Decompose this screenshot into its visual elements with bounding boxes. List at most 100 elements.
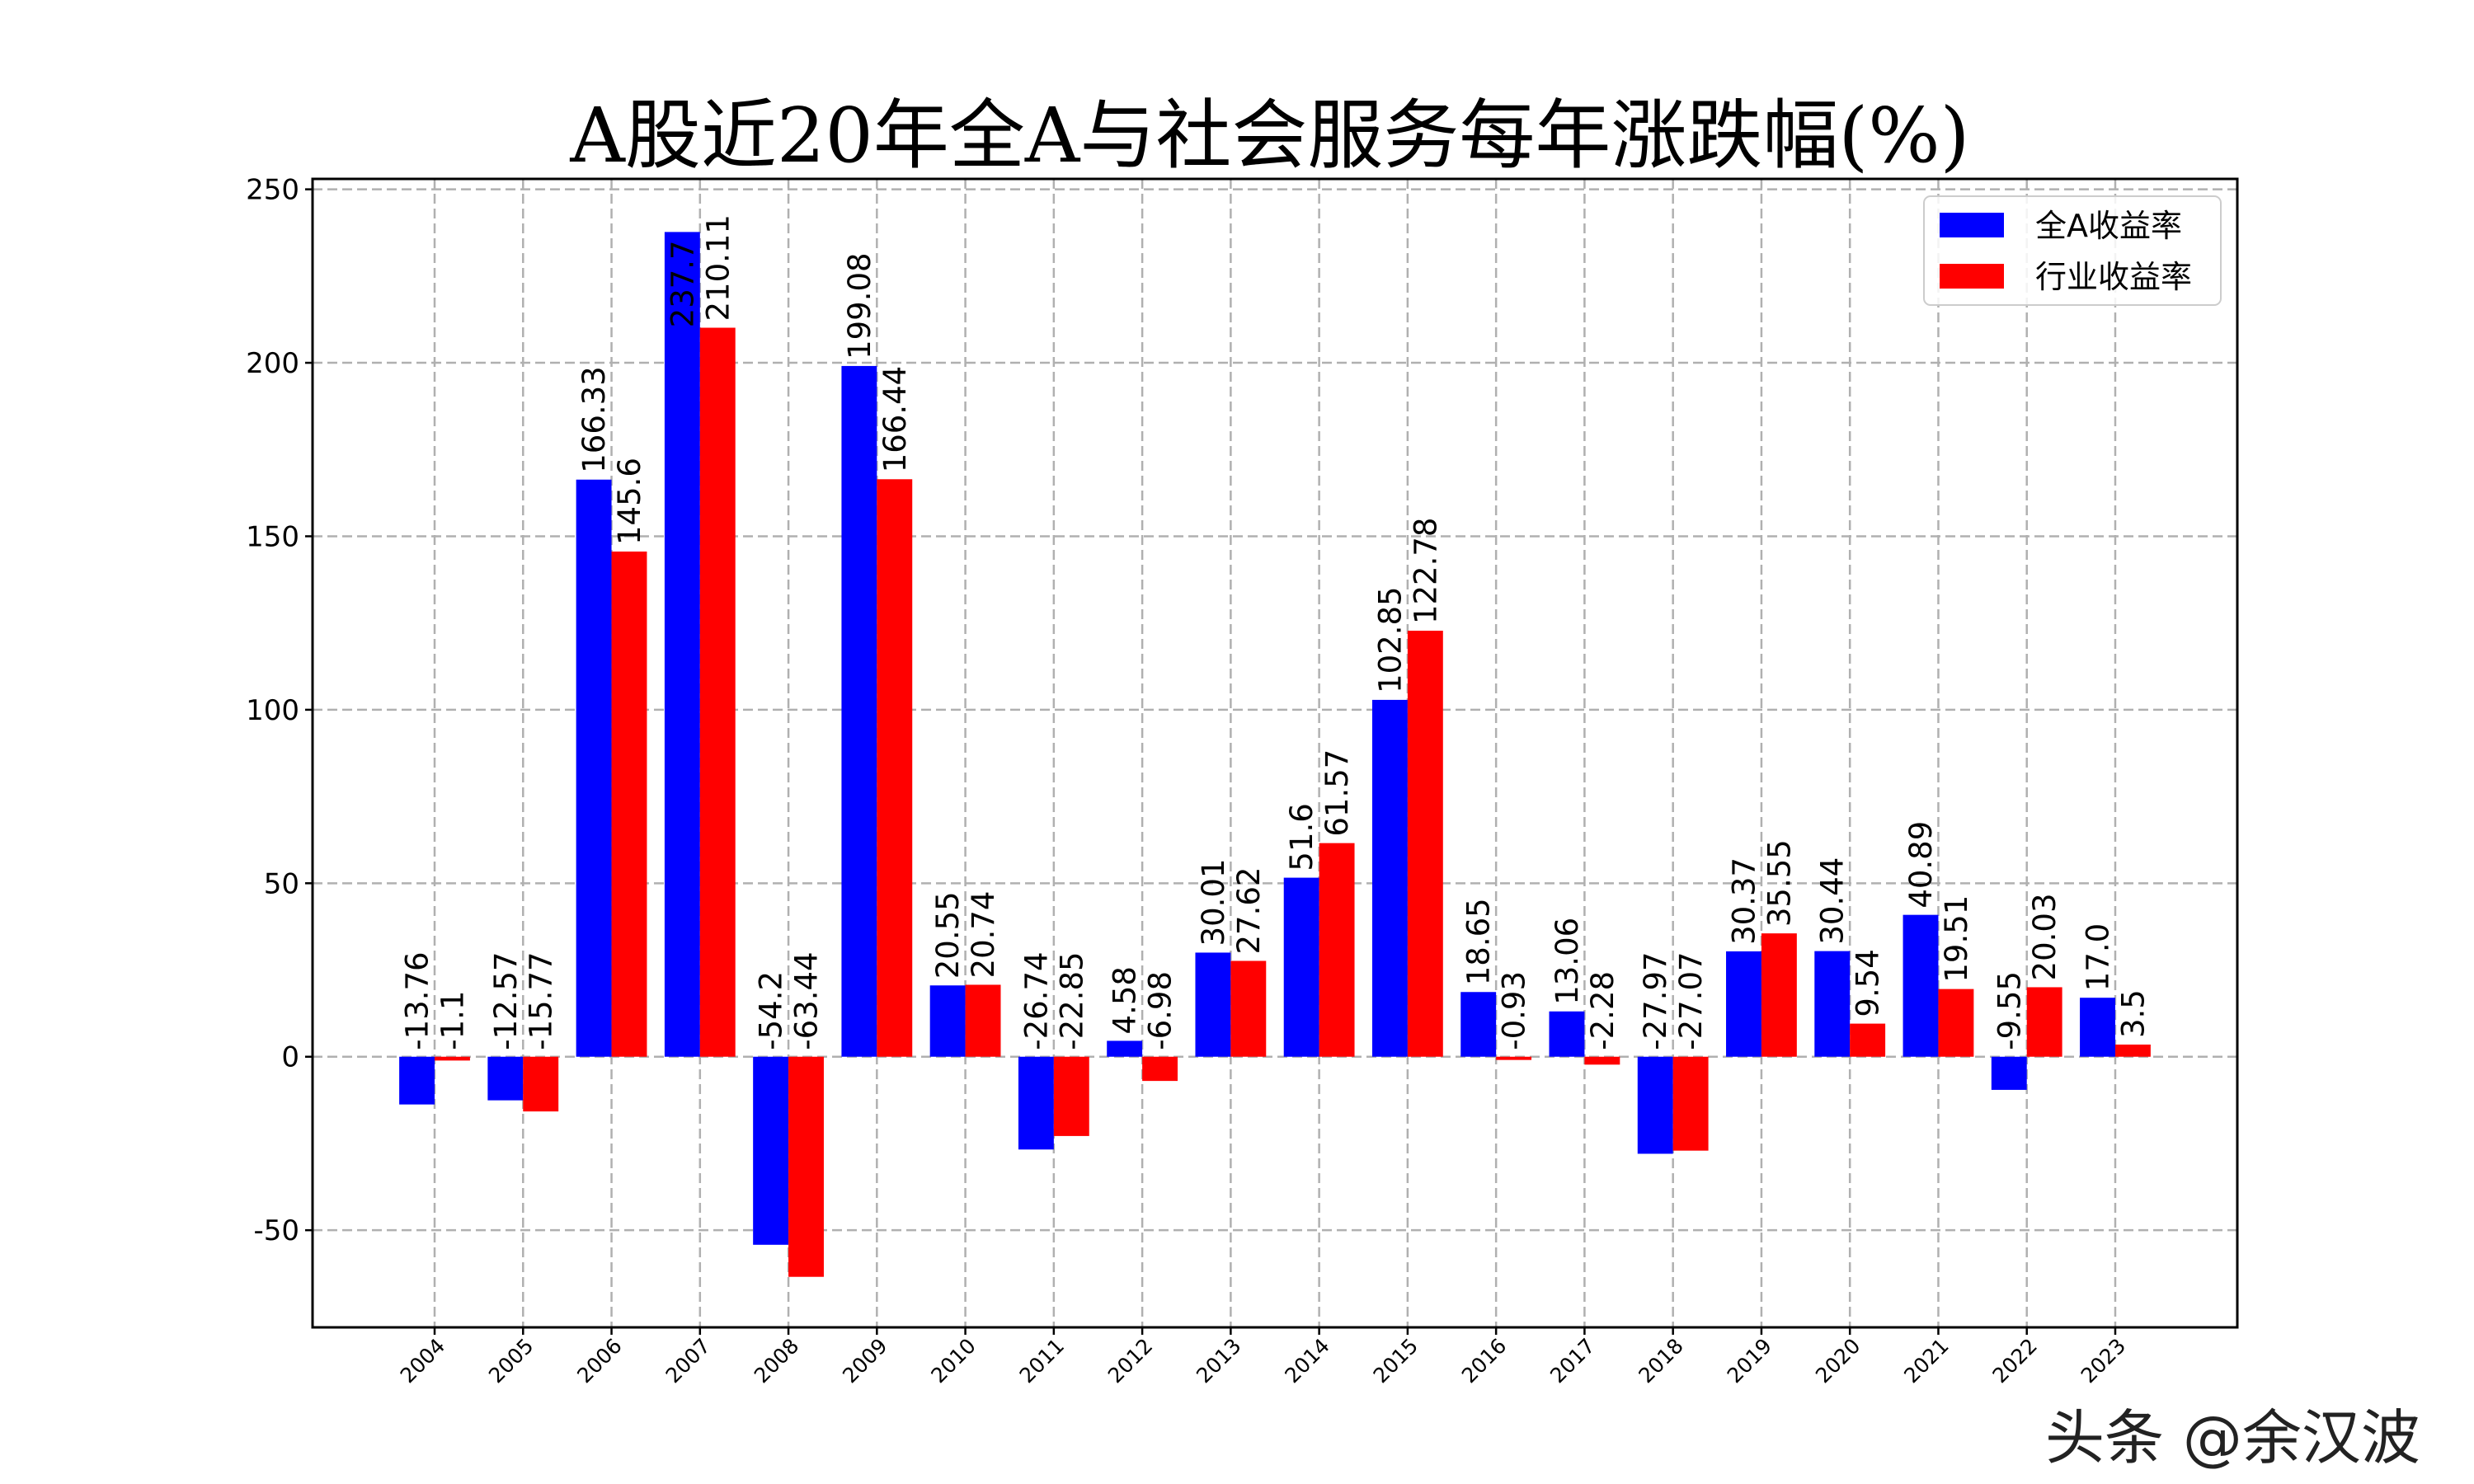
legend: 全A收益率 行业收益率	[1923, 195, 2222, 306]
data-label: 27.62	[1231, 867, 1267, 955]
y-tick-label: 0	[281, 1041, 299, 1074]
bar-industry	[1230, 960, 1267, 1057]
data-label: 61.57	[1319, 749, 1355, 837]
data-label: -63.44	[789, 951, 825, 1050]
bar-all-a	[1107, 1040, 1143, 1057]
data-label: -54.2	[754, 971, 789, 1050]
legend-label-industry: 行业收益率	[2035, 259, 2192, 295]
data-label: -15.77	[524, 951, 559, 1050]
x-tick-label: 2010	[926, 1334, 980, 1388]
plot-frame	[311, 177, 2239, 1329]
data-label: -2.28	[1585, 971, 1620, 1050]
x-tick-label: 2018	[1634, 1334, 1687, 1388]
bar-all-a	[753, 1056, 789, 1245]
data-label: 20.03	[2027, 894, 2062, 981]
bar-all-a	[576, 479, 612, 1057]
data-label: 30.01	[1196, 859, 1231, 946]
bar-industry	[1938, 989, 1974, 1057]
bar-all-a	[1195, 952, 1231, 1057]
data-label: 4.58	[1108, 966, 1143, 1034]
bar-industry	[435, 1056, 470, 1061]
data-label: -9.55	[1992, 971, 2027, 1050]
x-tick-label: 2023	[2077, 1334, 2130, 1388]
bar-all-a	[399, 1056, 435, 1105]
x-tick-label: 2011	[1015, 1334, 1069, 1388]
data-label: 51.6	[1284, 803, 1319, 871]
bar-industry	[1319, 843, 1355, 1057]
data-label: -12.57	[488, 951, 524, 1050]
bar-industry	[611, 551, 647, 1057]
data-label: -27.07	[1673, 951, 1709, 1050]
bar-all-a	[1814, 951, 1851, 1057]
bar-industry	[788, 1056, 824, 1277]
data-label: -22.85	[1054, 951, 1089, 1050]
y-tick-label: 250	[246, 174, 299, 207]
data-label: -6.98	[1143, 971, 1178, 1050]
bar-industry	[2026, 987, 2062, 1057]
data-label: -1.1	[435, 991, 470, 1050]
y-tick-label: 50	[264, 867, 299, 900]
data-labels: -13.76 -12.57 166.33 237.7 -54.2 199.08 20.55 -…	[400, 214, 2152, 1050]
data-label: 166.44	[877, 366, 913, 472]
x-tick-label: 2021	[1899, 1334, 1953, 1388]
data-label: 20.55	[930, 891, 966, 979]
data-label: 30.44	[1815, 857, 1851, 945]
bar-all-a	[929, 985, 966, 1057]
data-label: 13.06	[1550, 918, 1585, 1005]
bars	[399, 232, 2151, 1277]
x-tick-label: 2006	[572, 1334, 626, 1388]
bar-all-a	[2080, 998, 2115, 1057]
bar-industry	[1672, 1056, 1709, 1151]
bar-all-a	[1018, 1056, 1054, 1150]
bar-all-a	[1549, 1011, 1585, 1057]
y-tick-label: 200	[246, 347, 299, 380]
y-tick-label: 100	[246, 694, 299, 727]
x-tick-label: 2014	[1280, 1334, 1333, 1388]
y-tick-label: -50	[253, 1214, 299, 1247]
bar-industry	[1053, 1056, 1089, 1136]
data-label: 18.65	[1461, 898, 1497, 985]
data-label: 210.11	[700, 214, 736, 321]
legend-label-all-a: 全A收益率	[2035, 208, 2182, 244]
bar-industry	[1584, 1056, 1620, 1065]
y-axis: -50 0 50 100 150 200 250	[246, 174, 313, 1247]
x-tick-label: 2008	[750, 1334, 803, 1388]
data-label: 40.89	[1903, 821, 1939, 909]
bar-industry	[1761, 933, 1797, 1057]
data-label: 35.55	[1761, 839, 1797, 927]
data-label: 3.5	[2115, 989, 2151, 1038]
bar-industry	[1496, 1056, 1532, 1060]
data-label: 9.54	[1851, 949, 1886, 1017]
bar-industry	[2114, 1045, 2151, 1057]
bar-industry	[699, 327, 736, 1057]
x-tick-label: 2017	[1545, 1334, 1599, 1388]
data-label: -0.93	[1497, 971, 1532, 1050]
data-label: 122.78	[1408, 518, 1443, 624]
data-label: -13.76	[400, 951, 435, 1050]
data-label: 199.08	[842, 252, 877, 359]
watermark: 头条 @余汉波	[2045, 1403, 2420, 1472]
chart-title: A股近20年全A与社会服务每年涨跌幅(%)	[569, 92, 1969, 180]
x-tick-label: 2019	[1723, 1334, 1776, 1388]
x-tick-label: 2004	[396, 1334, 449, 1388]
bar-industry	[965, 984, 1001, 1057]
legend-swatch-industry	[1940, 264, 2004, 289]
bar-industry	[1142, 1056, 1178, 1082]
x-tick-label: 2012	[1103, 1334, 1157, 1388]
x-tick-label: 2016	[1457, 1334, 1511, 1388]
data-label: -26.74	[1018, 951, 1054, 1050]
x-tick-label: 2022	[1987, 1334, 2041, 1388]
bar-all-a	[664, 232, 700, 1057]
x-tick-label: 2015	[1369, 1334, 1423, 1388]
bar-all-a	[1991, 1056, 2027, 1090]
bar-industry	[877, 479, 913, 1057]
data-label: -27.97	[1638, 951, 1673, 1050]
bar-all-a	[1726, 951, 1761, 1057]
bar-industry	[1407, 631, 1443, 1057]
bar-all-a	[1637, 1056, 1673, 1154]
data-label: 17.0	[2081, 923, 2116, 991]
x-tick-label: 2005	[484, 1334, 538, 1388]
legend-swatch-all-a	[1940, 213, 2004, 237]
data-label: 102.85	[1372, 586, 1408, 693]
